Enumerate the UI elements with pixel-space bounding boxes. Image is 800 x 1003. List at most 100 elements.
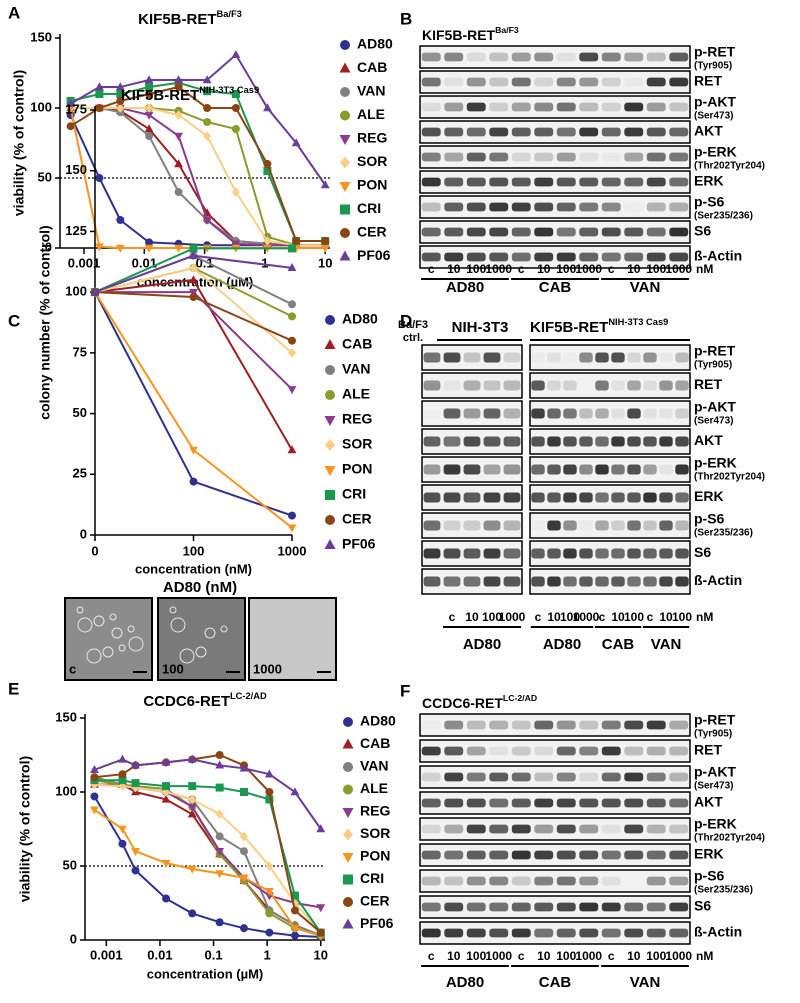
blot-band xyxy=(444,52,464,62)
blot-band xyxy=(595,436,609,447)
blot-strip xyxy=(419,817,691,841)
series-line xyxy=(69,114,326,247)
legend-marker xyxy=(340,204,350,215)
blot-band xyxy=(444,798,464,808)
lane-label: 1000 xyxy=(575,262,602,276)
marker xyxy=(131,760,140,769)
blot-band xyxy=(489,928,509,938)
legend-marker xyxy=(342,808,354,818)
blot-band xyxy=(463,576,481,587)
blot-band xyxy=(601,52,621,62)
legend-label: REG xyxy=(342,411,372,427)
marker xyxy=(90,765,99,773)
blot-band xyxy=(534,772,554,782)
micrograph xyxy=(157,597,246,681)
row-label: ß-Actin xyxy=(694,572,742,588)
x-tick-label: 10 xyxy=(318,255,332,270)
blot-band xyxy=(466,202,486,212)
blot-band xyxy=(489,77,509,87)
micrograph xyxy=(248,597,337,681)
blot-band xyxy=(611,492,625,503)
marker xyxy=(174,132,183,141)
blot-band xyxy=(443,436,461,447)
blot-band xyxy=(659,492,673,503)
blot-strip xyxy=(419,95,691,119)
blot-band xyxy=(463,408,481,419)
lane-label: 100 xyxy=(624,610,644,624)
blot-band xyxy=(579,464,593,475)
blot-band xyxy=(421,202,441,212)
blot-band xyxy=(444,77,464,87)
title-main: KIF5B-RET xyxy=(121,87,199,104)
colony xyxy=(102,646,114,658)
blot-band xyxy=(556,152,576,162)
lane-label: c xyxy=(608,949,615,963)
blot-strip xyxy=(529,372,691,399)
lane-label: 1000 xyxy=(485,949,512,963)
lane-label: c xyxy=(608,262,615,276)
blot-band xyxy=(624,77,644,87)
marker xyxy=(189,275,198,284)
blot-band xyxy=(443,352,461,363)
blot-band xyxy=(489,850,509,860)
blot-band xyxy=(423,352,441,363)
blot-band xyxy=(601,824,621,834)
blot-band xyxy=(421,772,441,782)
row-label: RET xyxy=(694,376,722,392)
blot-band xyxy=(534,876,554,886)
blot-band xyxy=(531,492,545,503)
marker xyxy=(188,782,197,791)
blot-band xyxy=(601,850,621,860)
marker xyxy=(189,477,198,486)
y-tick-label: 50 xyxy=(63,857,77,872)
marker xyxy=(202,75,212,84)
row-sublabel: (Ser473) xyxy=(694,416,733,427)
blot-band xyxy=(643,548,657,559)
blot-band xyxy=(421,746,441,756)
blot-band xyxy=(659,436,673,447)
lane-label: c xyxy=(599,610,606,624)
blot-band xyxy=(511,902,531,912)
title-sup: NIH-3T3 Cas9 xyxy=(608,317,668,327)
blot-band xyxy=(466,52,486,62)
legend-label: CAB xyxy=(360,735,390,751)
group-label: VAN xyxy=(651,636,682,653)
blot-band xyxy=(579,252,599,262)
blot-band xyxy=(503,548,521,559)
blot-band xyxy=(421,152,441,162)
blot-band xyxy=(646,850,666,860)
blot-strip xyxy=(419,195,691,219)
blot-band xyxy=(556,902,576,912)
blot-band xyxy=(563,576,577,587)
legend-label: SOR xyxy=(357,153,387,169)
blot-band xyxy=(675,352,689,363)
colony xyxy=(169,606,177,614)
blot-band xyxy=(531,521,544,531)
blot-band xyxy=(595,492,609,503)
marker xyxy=(174,110,183,120)
blot-band xyxy=(489,720,509,730)
row-sublabel: (Tyr905) xyxy=(694,360,732,371)
blot-band xyxy=(444,720,464,730)
blot-strip xyxy=(419,765,691,789)
blot-band xyxy=(503,492,521,503)
title-sup: LC-2/AD xyxy=(503,693,537,703)
blot-band xyxy=(611,576,625,587)
blot-band xyxy=(669,824,689,834)
legend-label: PF06 xyxy=(360,915,394,931)
blot-band xyxy=(511,102,531,112)
marker xyxy=(215,870,225,879)
legend-marker xyxy=(343,762,353,772)
marker xyxy=(189,250,198,259)
blot-band xyxy=(547,492,561,503)
legend-label: CER xyxy=(342,511,372,527)
blot-band xyxy=(421,876,441,886)
lane-label: c xyxy=(428,949,435,963)
legend-marker xyxy=(324,416,336,426)
marker xyxy=(94,243,104,252)
blot-band xyxy=(579,408,593,419)
blot-band xyxy=(531,548,545,559)
blot-band xyxy=(627,576,641,587)
blot-band xyxy=(463,520,481,531)
row-label: p-ERK xyxy=(694,816,737,832)
